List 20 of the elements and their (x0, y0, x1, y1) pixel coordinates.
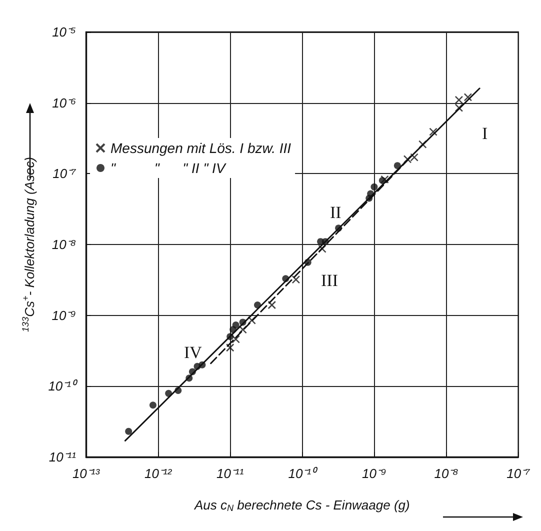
y-tick-label: 10⁻⁸ (52, 237, 76, 252)
x-tick-label: 10⁻¹³ (72, 466, 100, 481)
x-tick-label: 10⁻¹² (144, 466, 172, 481)
x-tick-label: 10⁻¹⁰ (288, 466, 318, 481)
annotation: II (330, 203, 342, 222)
y-tick-label: 10⁻⁷ (52, 166, 78, 182)
x-tick-label: 10⁻⁸ (434, 466, 459, 481)
x-tick-label: 10⁻⁹ (362, 466, 387, 481)
y-tick-label: 10⁻¹⁰ (48, 378, 78, 394)
annotation: I (482, 124, 488, 143)
x-tick-label: 10⁻⁷ (506, 466, 532, 481)
x-tick-label: 10⁻¹¹ (216, 466, 244, 481)
legend-label: " " " II " IV (110, 160, 227, 176)
annotation: III (321, 271, 338, 290)
y-tick-label: 10⁻¹¹ (48, 450, 77, 464)
annotation: IV (184, 343, 203, 362)
legend-label: Messungen mit Lös. I bzw. III (110, 140, 292, 156)
y-tick-label: 10⁻⁵ (52, 24, 77, 40)
y-tick-label: 10⁻⁹ (52, 308, 76, 323)
y-tick-label: 10⁻⁶ (52, 95, 77, 110)
